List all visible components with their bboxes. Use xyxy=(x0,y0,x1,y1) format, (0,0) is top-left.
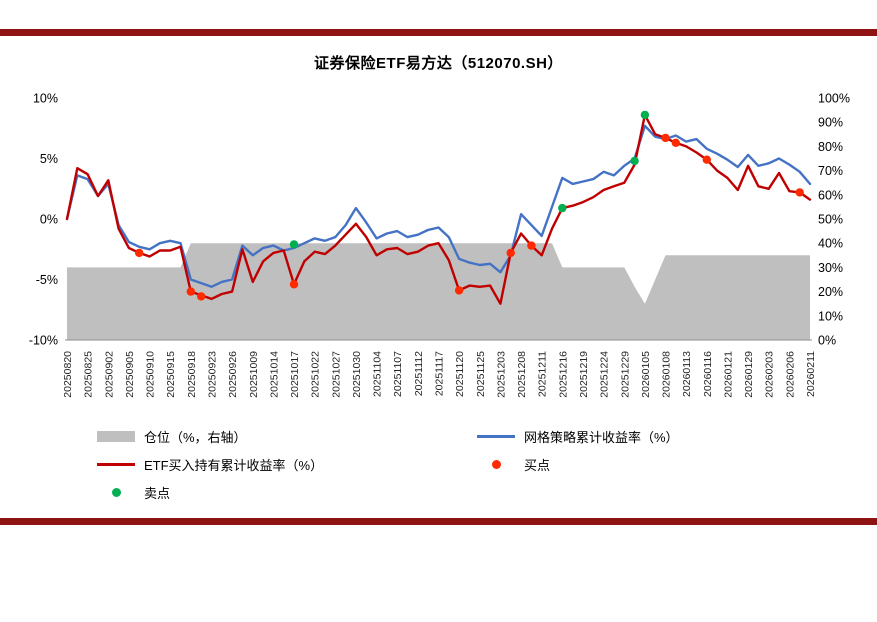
sell-point-marker xyxy=(630,156,639,166)
legend-row-3: 卖点 xyxy=(97,478,817,506)
buy-point-marker xyxy=(135,248,144,258)
etf-line-swatch xyxy=(97,462,135,466)
x-axis-tick-label: 20251117 xyxy=(434,351,446,396)
legend-item-grid-strategy: 网格策略累计收益率（%） xyxy=(477,427,679,446)
x-axis-tick-label: 20250915 xyxy=(165,351,177,398)
right-axis-tick-label: 80% xyxy=(818,140,843,154)
swatch-cell xyxy=(97,430,135,442)
x-axis-tick-label: 20251017 xyxy=(289,351,301,398)
x-axis-tick-label: 20251107 xyxy=(392,351,404,397)
x-axis-tick-label: 20260129 xyxy=(743,351,755,398)
legend-label-grid-strategy: 网格策略累计收益率（%） xyxy=(524,429,679,445)
x-axis-tick-label: 20250923 xyxy=(207,351,219,398)
x-axis-tick-label: 20250905 xyxy=(124,351,136,398)
buy-point-marker xyxy=(454,286,464,295)
top-rule xyxy=(0,29,877,36)
left-axis-tick-label: -5% xyxy=(36,273,58,287)
chart-title: 证券保险ETF易方达（512070.SH） xyxy=(314,55,563,72)
x-axis-tick-label: 20251009 xyxy=(248,351,260,398)
right-axis-tick-label: 100% xyxy=(818,92,850,106)
x-axis-tick-label: 20250918 xyxy=(186,351,198,398)
sell-point-marker xyxy=(640,110,650,120)
left-axis-tick-label: 0% xyxy=(40,213,58,227)
x-axis-tick-label: 20250825 xyxy=(83,351,95,398)
buy-point-marker xyxy=(702,155,711,164)
x-axis-tick-label: 20250910 xyxy=(145,351,157,398)
x-axis-tick-label: 20251224 xyxy=(599,351,611,398)
x-axis-tick-label: 20250820 xyxy=(62,351,74,398)
sell-point-marker xyxy=(558,203,567,213)
x-axis-tick-label: 20251112 xyxy=(413,351,425,396)
legend-label-position: 仓位（%，右轴） xyxy=(144,429,247,445)
right-axis-tick-label: 10% xyxy=(818,309,843,323)
x-axis-tick-label: 20251211 xyxy=(537,351,549,397)
legend-item-sell-point: 卖点 xyxy=(97,483,477,502)
x-axis-tick-label: 20251219 xyxy=(578,351,590,398)
grid-line-swatch xyxy=(477,434,515,438)
legend-row-2: ETF买入持有累计收益率（%） 买点 xyxy=(97,450,817,478)
right-axis-tick-label: 90% xyxy=(818,116,843,130)
buy-point-marker xyxy=(671,138,680,147)
left-axis-tick-label: 5% xyxy=(40,152,58,166)
buy-point-marker xyxy=(186,287,195,296)
position-area-swatch xyxy=(97,430,135,442)
legend-row-1: 仓位（%，右轴） 网格策略累计收益率（%） xyxy=(97,422,817,450)
buy-point-marker xyxy=(506,248,515,258)
legend-label-sell-point: 卖点 xyxy=(144,485,171,501)
x-axis-tick-label: 20251229 xyxy=(619,351,631,398)
sell-point-marker xyxy=(289,240,299,249)
x-axis-tick-label: 20260121 xyxy=(722,351,734,398)
position-area xyxy=(67,243,810,340)
left-axis-tick-label: -10% xyxy=(29,334,58,348)
right-axis-tick-label: 60% xyxy=(818,188,843,202)
right-axis-tick-label: 50% xyxy=(818,213,843,227)
buy-point-marker xyxy=(527,241,536,250)
x-axis-tick-label: 20251104 xyxy=(372,351,384,397)
right-axis-tick-label: 0% xyxy=(818,334,836,348)
swatch-cell xyxy=(477,434,515,438)
right-axis-tick-label: 20% xyxy=(818,285,843,299)
x-axis-tick-label: 20260203 xyxy=(764,351,776,398)
legend-item-position: 仓位（%，右轴） xyxy=(97,427,477,446)
buy-dot-swatch xyxy=(491,459,501,469)
chart-svg: 10% 5% 0% -5% -10% 100% 90% 80% 70% 60% 50% 40% 30% 2… xyxy=(29,92,850,398)
legend-item-etf-hold: ETF买入持有累计收益率（%） xyxy=(97,455,477,474)
bottom-rule xyxy=(0,518,877,525)
x-axis-tick-label: 20251208 xyxy=(516,351,528,398)
x-axis-tick-label: 20251022 xyxy=(310,351,322,398)
x-axis-tick-label: 20251120 xyxy=(454,351,466,397)
right-axis-tick-label: 40% xyxy=(818,237,843,251)
x-axis-tick-label: 20250902 xyxy=(103,351,115,398)
chart-canvas: 10% 5% 0% -5% -10% 100% 90% 80% 70% 60% 50% 40% 30% 2… xyxy=(0,80,877,424)
x-axis-tick-label: 20251125 xyxy=(475,351,487,397)
grid-strategy-line xyxy=(65,124,812,289)
buy-point-marker xyxy=(661,133,670,143)
x-axis-tick-label: 20251027 xyxy=(330,351,342,398)
x-axis-tick-label: 20251203 xyxy=(495,351,507,398)
buy-point-marker xyxy=(289,280,299,289)
x-axis-tick-label: 20260211 xyxy=(805,351,817,397)
swatch-cell xyxy=(97,462,135,466)
swatch-cell xyxy=(97,487,135,497)
x-axis-tick-label: 20260113 xyxy=(681,351,693,397)
x-axis-tick-label: 20251216 xyxy=(557,351,569,398)
right-axis-tick-label: 30% xyxy=(818,261,843,275)
x-axis-tick-label: 20260206 xyxy=(784,351,796,398)
x-axis-tick-label: 20260116 xyxy=(702,351,714,397)
buy-point-marker xyxy=(795,188,804,197)
x-axis-tick-label: 20260105 xyxy=(640,351,652,398)
legend-label-buy-point: 买点 xyxy=(524,457,551,473)
x-axis-tick-label: 20260108 xyxy=(661,351,673,398)
swatch-cell xyxy=(477,459,515,469)
x-axis-tick-label: 20251030 xyxy=(351,351,363,398)
sell-dot-swatch xyxy=(111,487,121,497)
left-axis-tick-label: 10% xyxy=(33,92,58,106)
right-axis-tick-label: 70% xyxy=(818,164,843,178)
x-axis-tick-label: 20251014 xyxy=(268,351,280,398)
legend-label-etf-hold: ETF买入持有累计收益率（%） xyxy=(144,457,324,473)
buy-point-marker xyxy=(197,292,206,301)
legend-item-buy-point: 买点 xyxy=(477,455,550,474)
x-axis-tick-label: 20250926 xyxy=(227,351,239,398)
chart-legend: 仓位（%，右轴） 网格策略累计收益率（%） ETF买入持有累计收益率（%） 买点… xyxy=(97,422,817,506)
